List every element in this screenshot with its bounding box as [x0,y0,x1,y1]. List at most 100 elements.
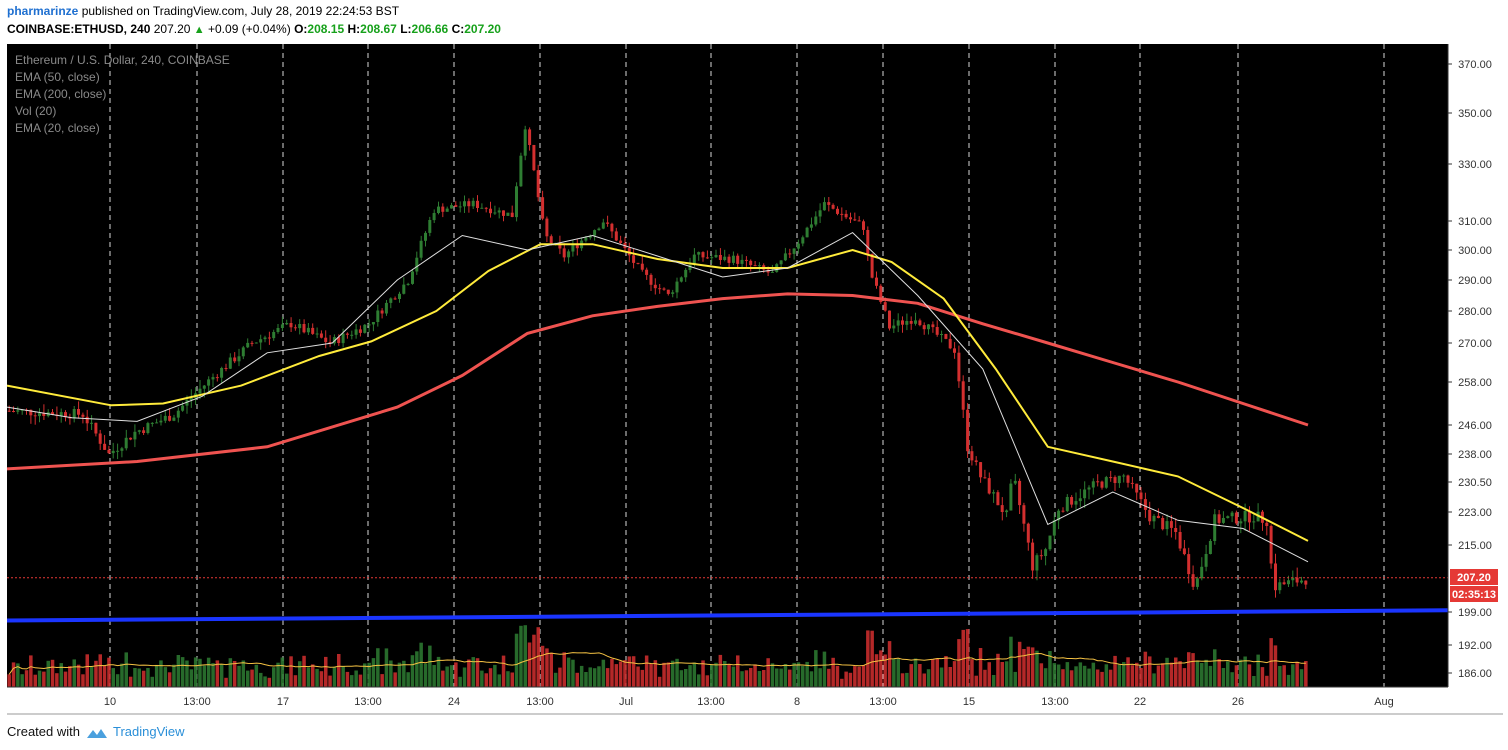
candle [111,442,115,459]
current-price-label: 207.20 [1457,572,1491,584]
volume-bar [24,670,29,687]
volume-bar [1117,664,1122,687]
tradingview-brand[interactable]: TradingView [113,724,185,739]
volume-bar [1256,654,1260,687]
volume-bar [991,675,996,687]
volume-bar [1156,665,1161,687]
volume-bar [710,664,714,687]
volume-bar [98,654,102,687]
candle [632,248,636,269]
volume-bar [193,657,198,687]
volume-bar [1143,651,1148,687]
open-value: 208.15 [307,22,345,36]
symbol-info: COINBASE:ETHUSD, 240 207.20 ▲ +0.09 (+0.… [7,22,501,36]
candle [1070,495,1074,508]
volume-bar [510,672,514,687]
price-chart[interactable]: Ethereum / U.S. Dollar, 240, COINBASE EM… [0,41,1508,719]
volume-bar [159,660,163,687]
volume-bar [1065,662,1070,687]
volume-bar [328,675,332,687]
candle [619,235,623,245]
candle [358,325,362,337]
candle [285,319,289,325]
volume-bar [1299,669,1304,687]
time-tick-label: 10 [104,696,116,708]
candle [701,251,705,262]
candle [1113,475,1117,491]
volume-bar [415,651,419,687]
volume-bar [909,664,913,687]
candle [1005,509,1009,518]
candle [510,205,514,218]
candle [1291,570,1295,587]
candle [862,219,865,235]
author-link[interactable]: pharmarinze [7,4,79,18]
candle [211,373,215,388]
candle [489,201,492,218]
candle [454,201,458,207]
volume-bar [432,665,436,687]
volume-bar [1108,669,1113,687]
volume-bar [397,662,402,687]
volume-bar [272,667,276,687]
volume-bar [640,669,645,687]
candle [280,316,284,331]
price-tick-label: 238.00 [1458,449,1492,461]
volume-bar [1026,646,1031,687]
volume-bar [792,662,796,687]
price-tick-label: 223.00 [1458,507,1492,519]
close-value: 207.20 [464,22,501,36]
candle [77,401,80,419]
volume-bar [1260,667,1265,687]
candle [853,212,857,221]
volume-bar [228,658,233,687]
candle [428,216,432,237]
up-arrow-icon: ▲ [193,24,205,36]
volume-bar [801,665,805,687]
volume-bar [935,658,939,687]
candle [1048,535,1052,551]
volume-bar [1104,664,1109,687]
volume-bar [1139,668,1143,687]
candle [1039,549,1043,560]
time-tick-label: 13:00 [354,696,382,708]
candle [974,456,978,466]
price-tick-label: 186.00 [1458,668,1492,680]
candle [64,410,67,422]
candle [1161,515,1165,531]
candle [662,287,666,291]
volume-bar [488,668,493,687]
candle [1182,540,1186,556]
volume-bar [493,664,497,687]
candle [263,335,267,343]
time-axis[interactable] [7,687,1448,715]
volume-bar [592,668,597,687]
candle [220,366,224,384]
volume-bar [1082,665,1087,687]
candle [207,376,211,393]
volume-bar [246,670,250,687]
candle [597,227,601,231]
volume-bar [1291,664,1295,687]
candle [406,282,410,286]
candle [805,226,809,238]
volume-bar [848,672,853,687]
candle [697,251,701,261]
price-tick-label: 230.50 [1458,477,1492,489]
volume-bar [367,662,371,687]
candle [432,209,436,223]
candle [1169,515,1173,538]
tradingview-logo-icon[interactable] [86,726,108,740]
volume-bar [536,627,540,687]
volume-bar [978,648,983,687]
volume-bar [167,672,172,687]
price-change: +0.09 (+0.04%) [208,22,291,36]
candle [502,210,505,222]
candle [16,406,20,415]
volume-bar [371,658,376,687]
volume-bar [1239,659,1243,687]
candle [215,374,219,382]
symbol-label: COINBASE:ETHUSD, 240 [7,22,151,36]
volume-bar [72,659,76,687]
candle [1178,525,1182,552]
